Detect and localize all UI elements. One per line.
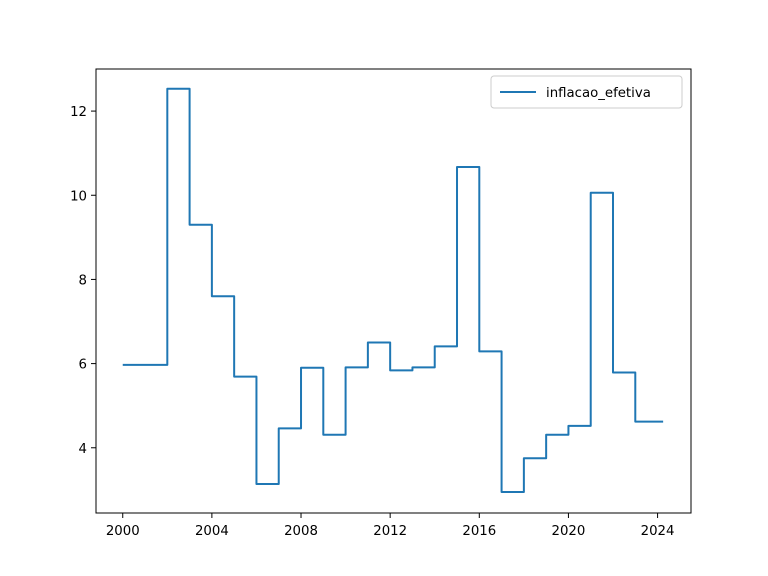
series-layer	[122, 87, 664, 493]
plot-area	[96, 69, 691, 513]
y-tick-label: 4	[79, 442, 87, 457]
x-tick-label: 2008	[284, 524, 318, 539]
x-tick-label: 2016	[462, 524, 496, 539]
plot-frame	[95, 68, 692, 514]
x-axis: 2000 2004 2008 2012 2016 2020 2024	[106, 513, 675, 539]
x-tick-label: 2012	[373, 524, 407, 539]
x-tick-label: 2020	[552, 524, 586, 539]
y-tick-label: 6	[79, 358, 87, 373]
y-tick-label: 12	[70, 105, 87, 120]
legend-label: inflacao_efetiva	[546, 86, 651, 101]
y-axis: 4 6 8 10 12	[70, 105, 96, 457]
y-tick-label: 10	[70, 189, 87, 204]
y-tick-label: 8	[79, 273, 87, 288]
legend: inflacao_efetiva	[490, 75, 683, 109]
legend-box	[490, 75, 683, 109]
x-tick-label: 2000	[106, 524, 140, 539]
x-tick-label: 2024	[641, 524, 675, 539]
series-line-inflacao_efetiva	[122, 87, 664, 493]
x-tick-label: 2004	[195, 524, 229, 539]
